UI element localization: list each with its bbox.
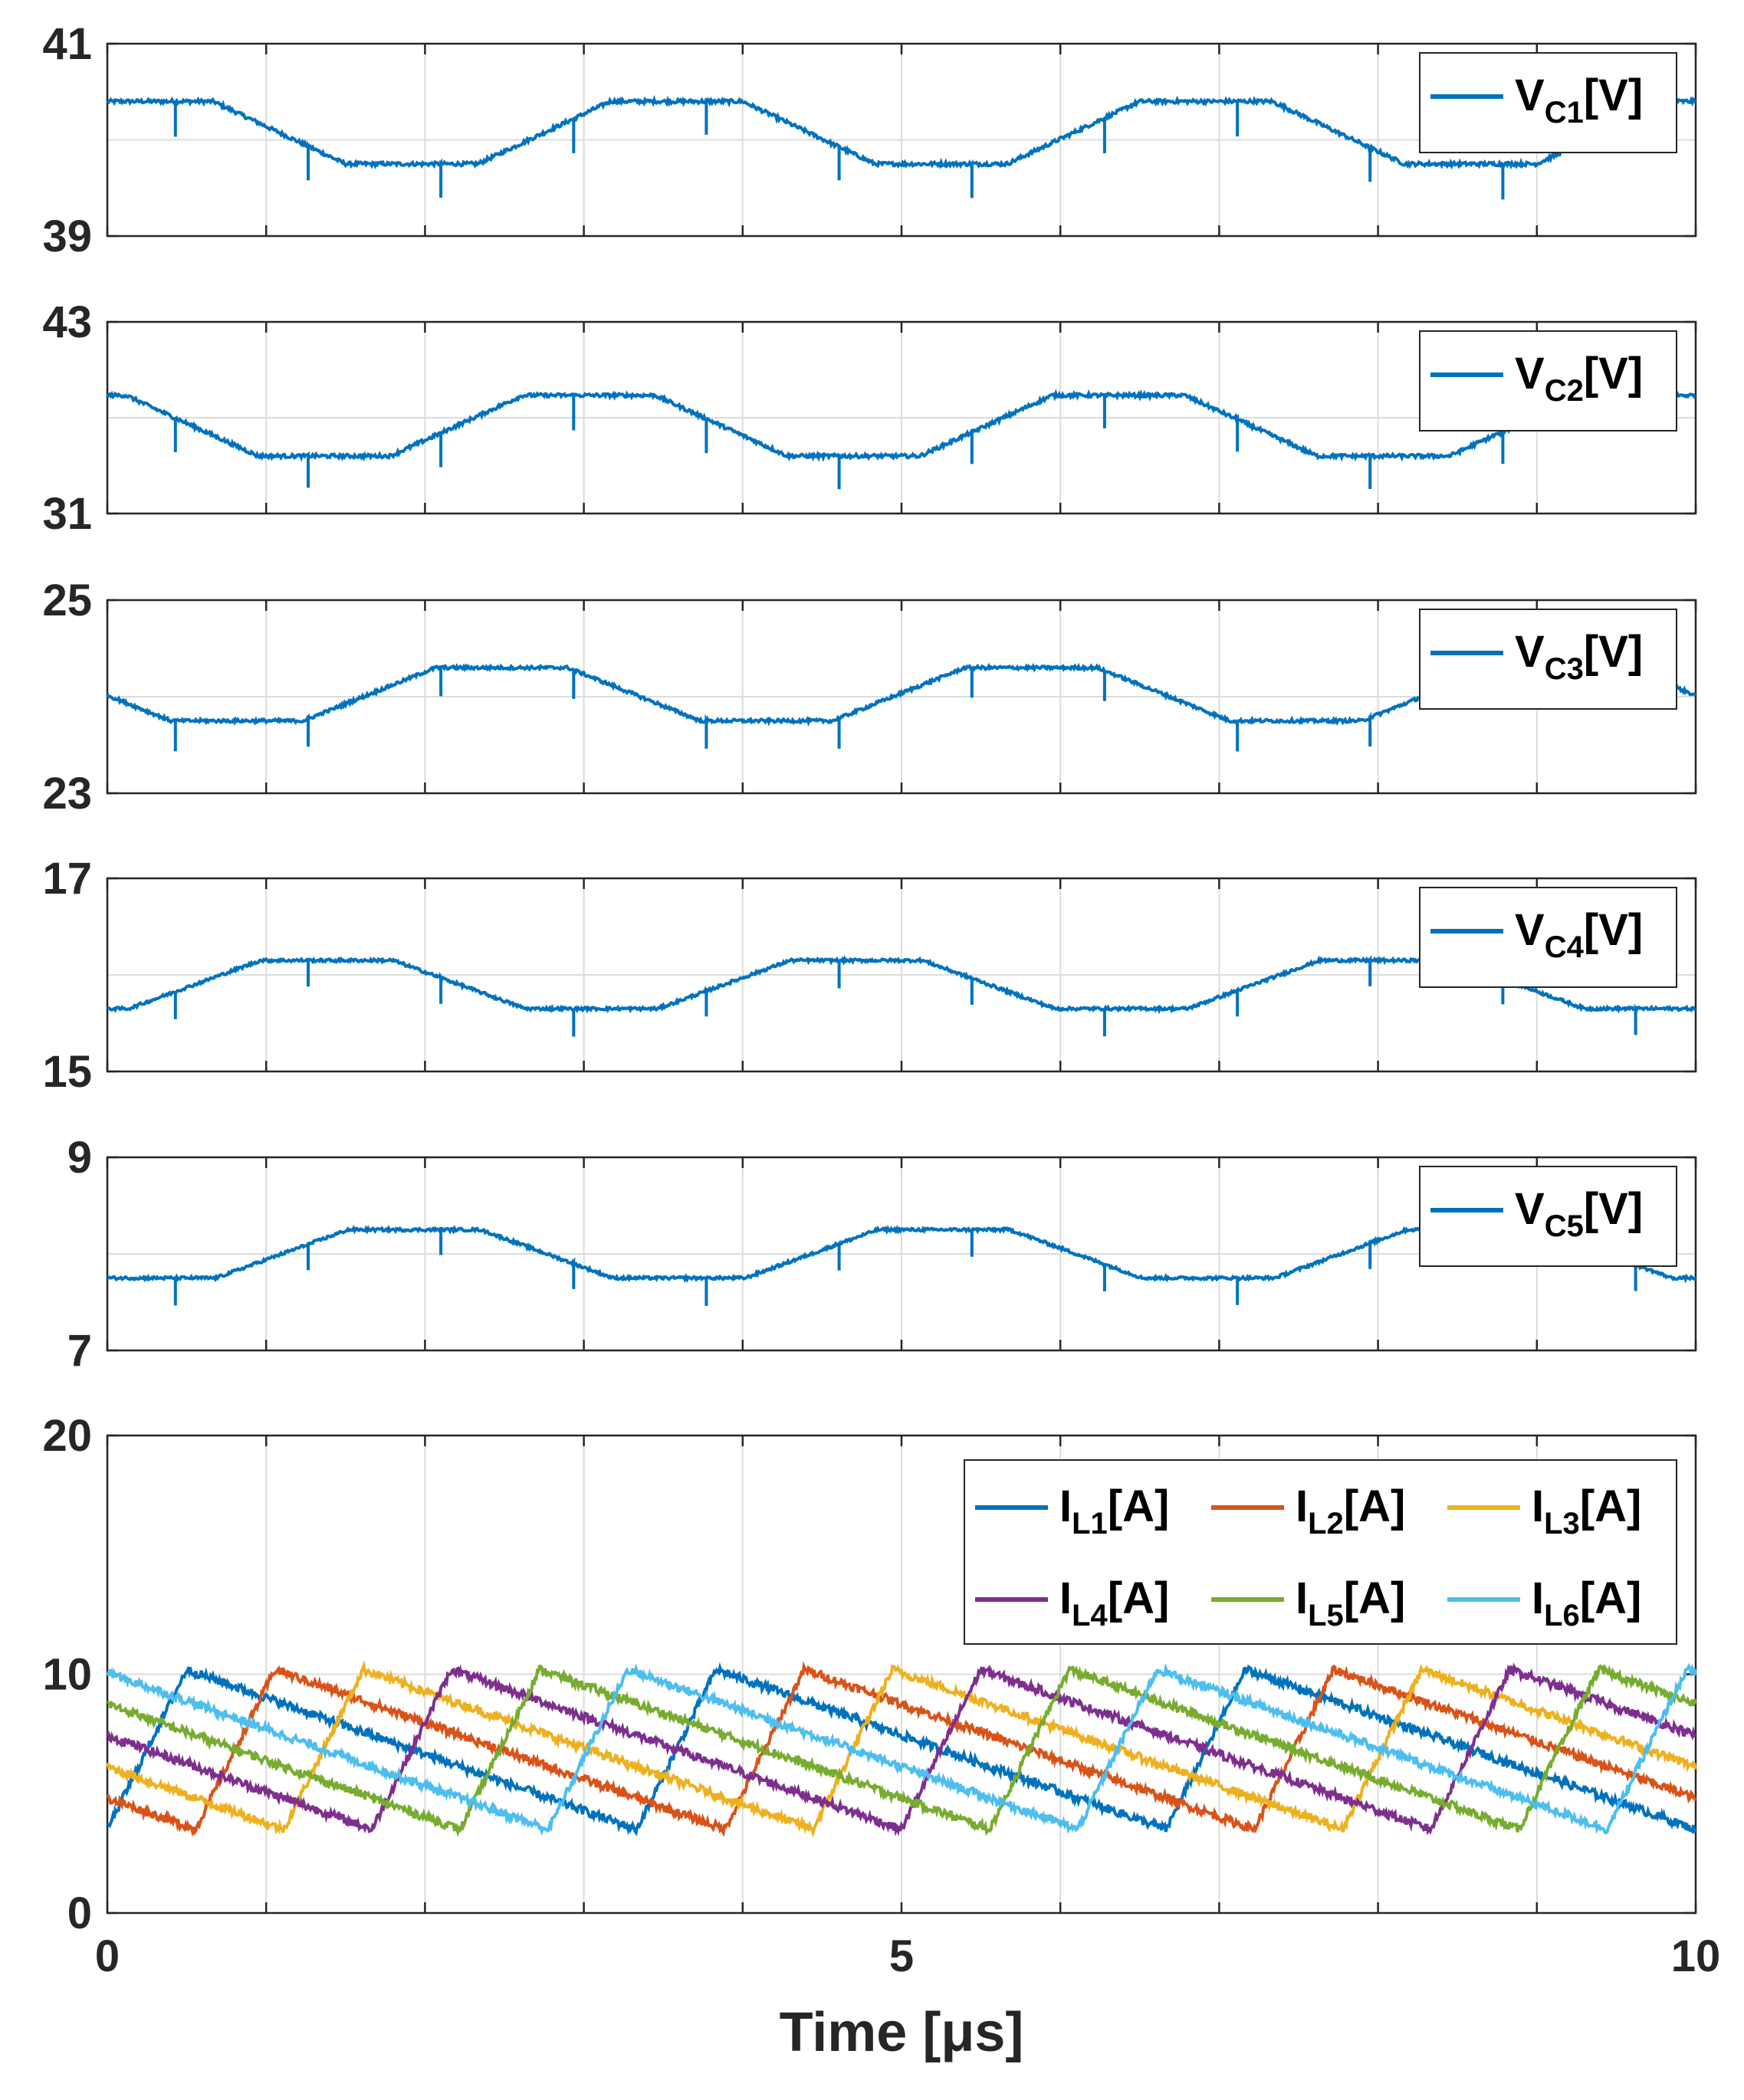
legend-label: VC4[V] [1515, 905, 1643, 964]
legend-box [1419, 330, 1677, 431]
y-tick-label: 17 [42, 854, 92, 904]
y-tick-label: 0 [67, 1888, 92, 1938]
series-line-L5 [106, 1663, 1697, 1838]
x-tick-label: 0 [95, 1931, 120, 1981]
panel-vc2: 43 31 VC2[V] [42, 297, 1697, 539]
x-axis-label: Time [μs] [780, 2002, 1024, 2063]
y-tick-label: 39 [42, 212, 92, 261]
legend-box [1419, 887, 1677, 988]
legend-label: IL3[A] [1532, 1481, 1641, 1541]
legend-label: VC2[V] [1515, 349, 1643, 408]
legend-label: IL2[A] [1296, 1481, 1405, 1541]
series-line-L6 [106, 1662, 1697, 1836]
legend-label: VC5[V] [1515, 1184, 1643, 1243]
legend: VC3[V] [1419, 609, 1677, 710]
series-line-L3 [106, 1660, 1697, 1838]
x-tick-label: 10 [1671, 1931, 1721, 1981]
y-tick-label: 25 [42, 576, 92, 625]
legend-box [1419, 52, 1677, 153]
legend: IL1[A] IL2[A] IL3[A] IL4[A] IL5[A] IL6[A] [964, 1459, 1677, 1645]
panel-vc1: 41 39 VC1[V] [42, 19, 1697, 261]
legend-label: VC1[V] [1515, 71, 1643, 130]
y-tick-label: 23 [42, 769, 92, 819]
legend-label: IL1[A] [1059, 1481, 1169, 1541]
legend-label: IL5[A] [1296, 1573, 1405, 1632]
y-tick-label: 41 [42, 19, 92, 69]
legend: VC4[V] [1419, 887, 1677, 988]
legend: VC5[V] [1419, 1166, 1677, 1267]
y-tick-label: 43 [42, 297, 92, 347]
y-tick-label: 10 [42, 1650, 92, 1700]
y-tick-label: 15 [42, 1047, 92, 1097]
y-tick-label: 20 [42, 1411, 92, 1461]
legend-label: IL4[A] [1059, 1573, 1169, 1632]
panel-vc4: 17 15 VC4[V] [42, 854, 1697, 1097]
series-line-L1 [107, 1662, 1697, 1836]
panel-vc5: 9 7 VC5[V] [67, 1133, 1697, 1376]
legend: VC2[V] [1419, 330, 1677, 431]
panel-vc3: 25 23 VC3[V] [42, 576, 1697, 819]
series-line-L4 [106, 1662, 1696, 1837]
legend-label: IL6[A] [1532, 1573, 1641, 1632]
legend: VC1[V] [1419, 52, 1677, 153]
legend-box [1419, 609, 1677, 710]
y-tick-label: 31 [42, 489, 92, 539]
legend-box [964, 1459, 1677, 1645]
y-tick-label: 9 [67, 1133, 92, 1183]
series-line-L2 [106, 1661, 1697, 1837]
legend-box [1419, 1166, 1677, 1267]
panel-il: 20 10 00 5 10 Time [μs] IL1[A] IL2[A] IL3[A] IL4[… [42, 1411, 1720, 2063]
series-line-C2 [106, 389, 1696, 490]
y-tick-label: 7 [67, 1326, 92, 1376]
series-line-C1 [106, 95, 1697, 200]
legend-label: VC3[V] [1515, 627, 1643, 686]
x-tick-label: 5 [889, 1931, 914, 1981]
